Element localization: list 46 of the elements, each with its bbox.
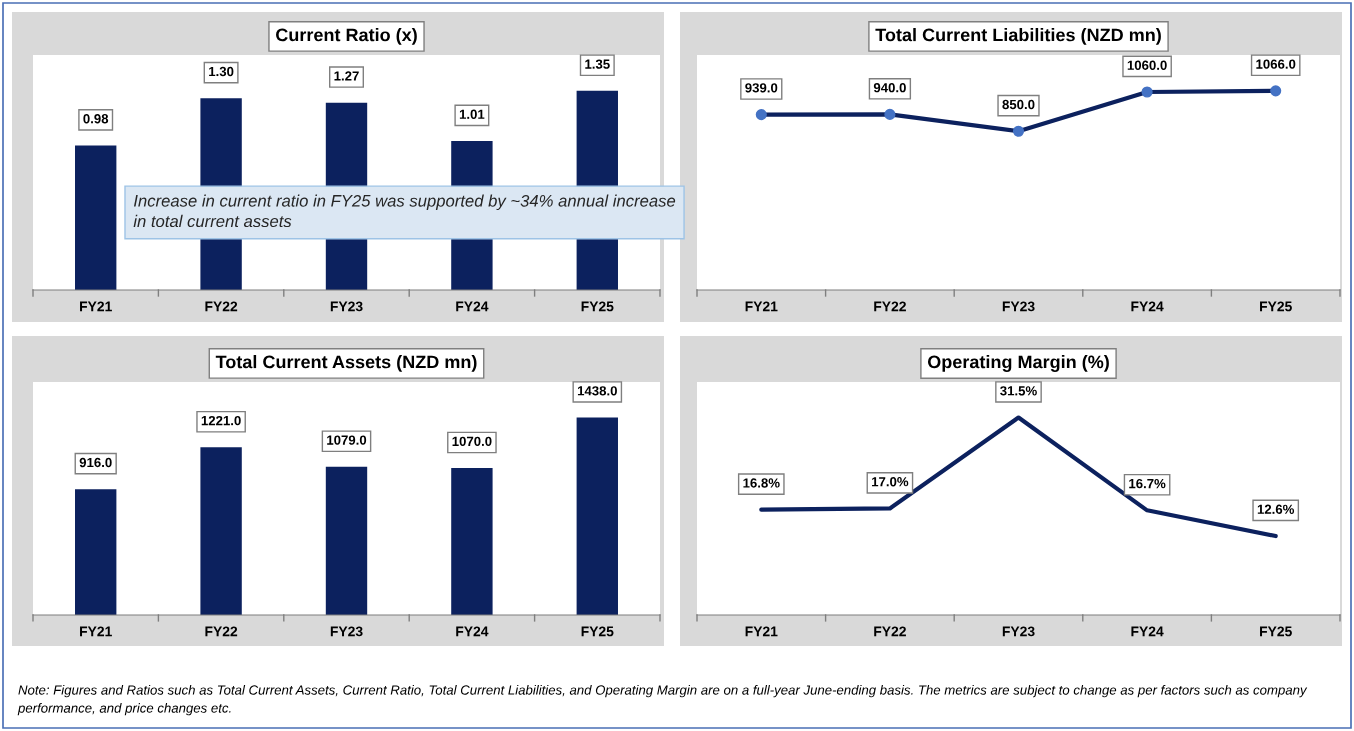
data-label: 1060.0: [1127, 60, 1167, 70]
x-tick-label: FY22: [205, 301, 238, 312]
chart-title: Current Ratio (x): [276, 28, 417, 45]
x-tick-label: FY23: [1002, 301, 1035, 312]
data-label: 1070.0: [452, 436, 492, 447]
x-tick-label: FY25: [581, 626, 614, 637]
data-label: 940.0: [873, 82, 906, 93]
data-label: 1221.0: [201, 415, 241, 426]
x-tick-label: FY22: [874, 626, 906, 637]
x-tick-label: FY24: [1131, 626, 1164, 637]
data-label: 1.01: [459, 109, 485, 119]
chart-title: Operating Margin (%): [927, 355, 1109, 372]
data-label: 0.98: [83, 114, 109, 124]
chart-title: Total Current Assets (NZD mn): [215, 355, 477, 372]
x-tick-label: FY21: [80, 626, 112, 637]
data-label: 1066.0: [1256, 59, 1296, 69]
x-tick-label: FY25: [581, 301, 614, 312]
x-tick-label: FY23: [1002, 626, 1035, 637]
data-label: 850.0: [1002, 99, 1035, 110]
x-tick-label: FY25: [1260, 626, 1292, 637]
chart-title: Total Current Liabilities (NZD mn): [875, 28, 1161, 45]
x-tick-label: FY24: [456, 626, 489, 637]
data-label: 12.6%: [1257, 504, 1295, 514]
data-label: 1.30: [209, 66, 234, 77]
x-tick-label: FY22: [874, 301, 906, 312]
x-tick-label: FY22: [205, 626, 238, 637]
data-label: 16.7%: [1129, 478, 1166, 489]
data-label: 1438.0: [577, 386, 617, 396]
x-tick-label: FY25: [1260, 301, 1292, 312]
data-label: 16.8%: [743, 478, 780, 488]
x-tick-label: FY24: [1131, 301, 1164, 312]
x-tick-label: FY21: [745, 301, 778, 312]
x-tick-label: FY24: [456, 301, 489, 312]
x-tick-label: FY23: [330, 301, 363, 312]
x-tick-label: FY23: [330, 626, 363, 637]
data-label: 1.35: [585, 59, 610, 69]
x-tick-label: FY21: [80, 301, 112, 312]
text: Note: Figures and Ratios such as Total Current Assets, Current Ratio, Total Current Liabilities, and Operating Margin are on a full-year June-ending basis. The metrics are subject to change as per factors such as company performance, and price changes etc.: [17, 685, 1308, 716]
data-label: 1079.0: [327, 435, 367, 445]
annotation: Increase in current ratio in FY25 was supported by ~34% annual increase in total current assets: [133, 194, 676, 228]
data-label: 17.0%: [872, 477, 909, 487]
data-label: 31.5%: [1000, 386, 1037, 396]
data-label: 1.27: [334, 71, 359, 81]
data-label: 916.0: [79, 457, 112, 468]
x-tick-label: FY21: [745, 626, 778, 637]
data-label: 939.0: [745, 83, 778, 93]
